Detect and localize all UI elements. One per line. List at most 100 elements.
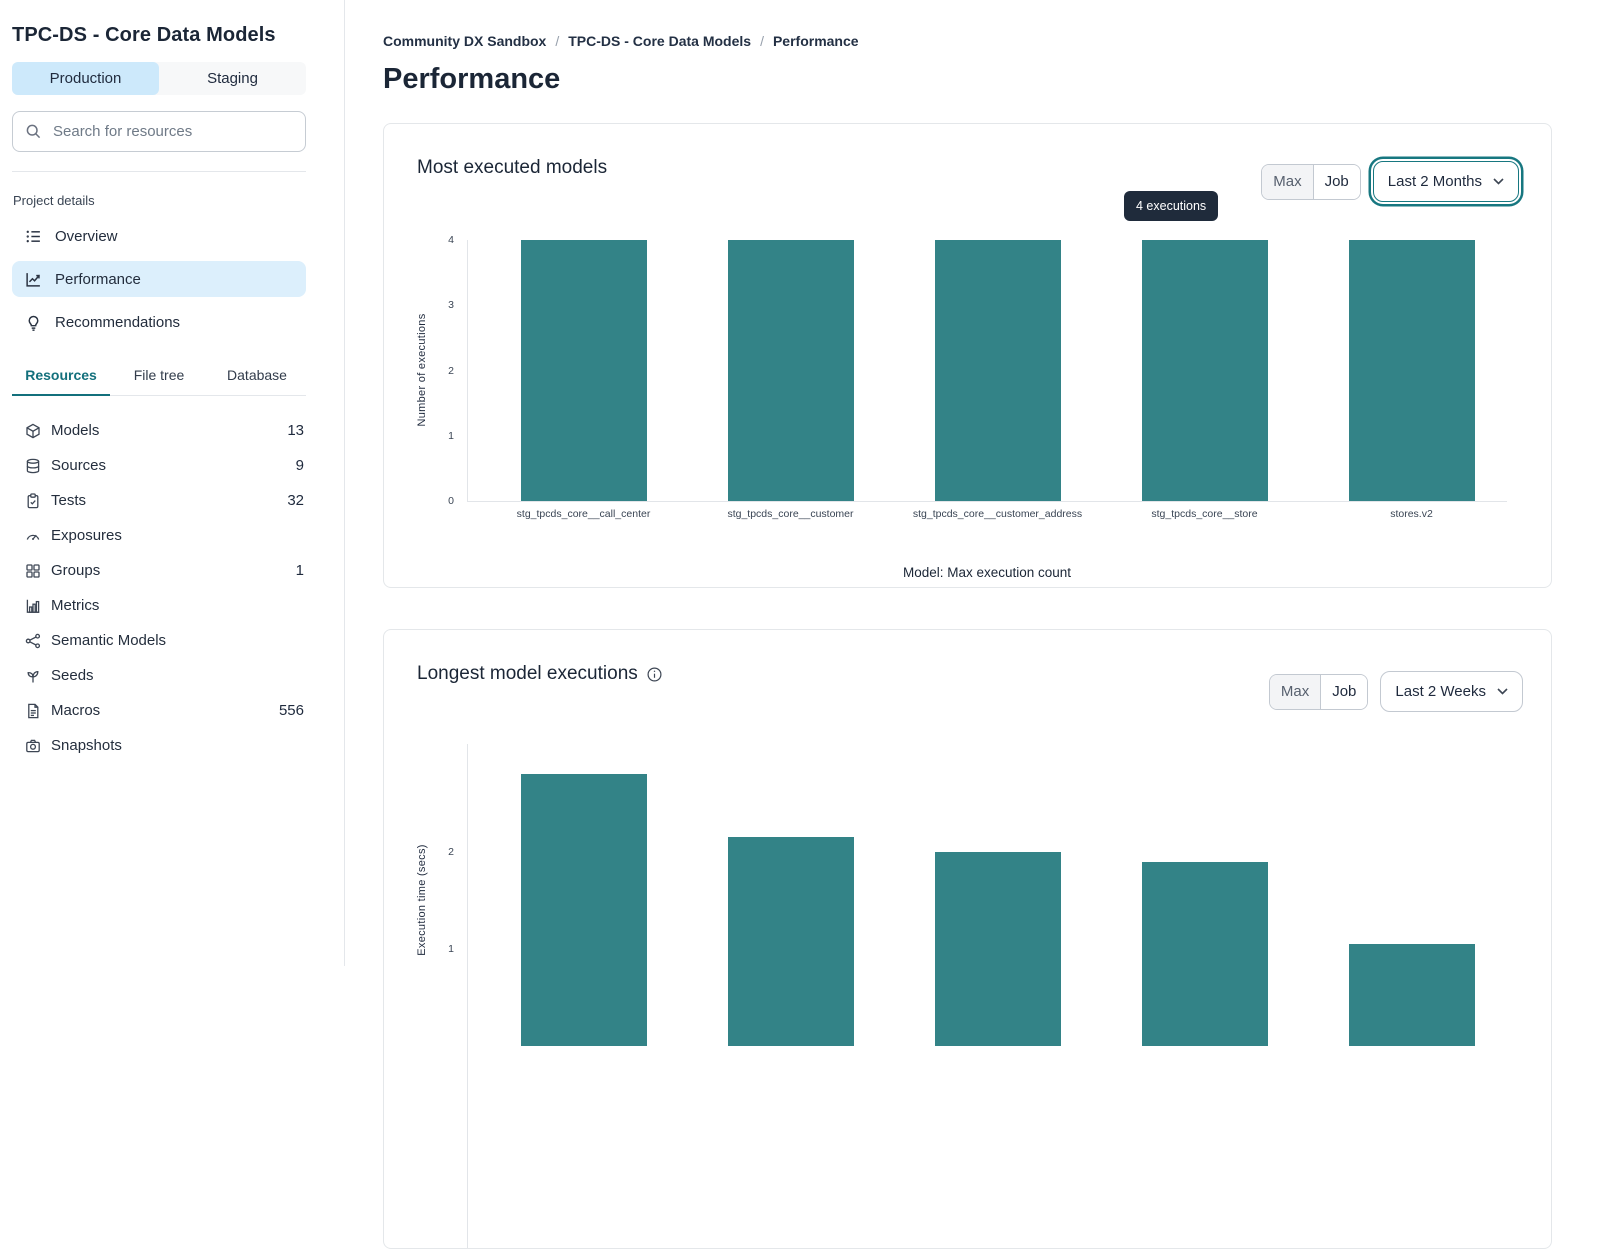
- sidebar-item-label: Recommendations: [55, 313, 181, 331]
- tab-file-tree[interactable]: File tree: [133, 367, 185, 383]
- y-tick-label: 0: [448, 495, 454, 507]
- file-text-icon: [25, 703, 41, 719]
- resource-label: Sources: [51, 457, 107, 474]
- bar[interactable]: [934, 852, 1061, 1046]
- environment-toggle: Production Staging: [12, 62, 306, 95]
- x-axis-line: [467, 501, 1507, 502]
- gauge-icon: [25, 528, 41, 544]
- resource-label: Models: [51, 422, 100, 439]
- y-tick-label: 2: [448, 846, 454, 858]
- sidebar-item-label: Performance: [55, 270, 141, 288]
- bar[interactable]: [1141, 240, 1268, 501]
- sidebar: TPC-DS - Core Data Models Production Sta…: [0, 0, 345, 966]
- bar[interactable]: [727, 837, 854, 1046]
- tab-database[interactable]: Database: [227, 367, 287, 383]
- max-button[interactable]: Max: [1269, 674, 1322, 709]
- longest-model-executions-card: Longest model executions Max Job Last 2 …: [383, 629, 1552, 1249]
- grid-icon: [25, 563, 41, 579]
- chart-controls: Max Job Last 2 Weeks: [1268, 671, 1523, 712]
- sidebar-item-label: Overview: [55, 227, 118, 245]
- aggregate-toggle: Max Job: [1261, 163, 1361, 200]
- env-staging-button[interactable]: Staging: [207, 70, 258, 87]
- search-input[interactable]: [51, 122, 293, 141]
- chart-line-icon: [25, 271, 42, 288]
- y-tick-label: 3: [448, 299, 454, 312]
- chevron-down-icon: [1493, 178, 1504, 185]
- resource-search[interactable]: [12, 111, 306, 152]
- bar[interactable]: [727, 240, 854, 501]
- y-axis-line: [467, 240, 468, 501]
- resource-row-seeds[interactable]: Seeds: [12, 658, 306, 693]
- job-button[interactable]: Job: [1313, 164, 1360, 199]
- y-axis-line: [467, 744, 468, 1248]
- resource-label: Macros: [51, 702, 101, 719]
- resource-row-tests[interactable]: Tests 32: [12, 483, 306, 518]
- resource-row-models[interactable]: Models 13: [12, 413, 306, 448]
- resource-label: Exposures: [51, 527, 122, 544]
- x-tick-label: stg_tpcds_core__customer: [727, 508, 854, 520]
- project-title: TPC-DS - Core Data Models: [12, 24, 276, 46]
- env-production-button[interactable]: Production: [12, 62, 159, 95]
- resource-count: 13: [287, 422, 304, 439]
- clipboard-check-icon: [25, 492, 41, 509]
- x-axis-title: Model: Max execution count: [902, 565, 1072, 580]
- breadcrumb-separator: /: [760, 33, 764, 49]
- bar[interactable]: [520, 774, 647, 1046]
- resource-label: Tests: [51, 492, 87, 509]
- sidebar-item-performance[interactable]: Performance: [12, 261, 306, 297]
- breadcrumb-project-link[interactable]: TPC-DS - Core Data Models: [568, 33, 752, 49]
- x-tick-label: stg_tpcds_core__customer_address: [912, 508, 1083, 520]
- bar-group: [480, 124, 1515, 501]
- sidebar-divider: [12, 171, 306, 172]
- resource-row-exposures[interactable]: Exposures: [12, 518, 306, 553]
- resource-row-snapshots[interactable]: Snapshots: [12, 728, 306, 763]
- job-button[interactable]: Job: [1321, 674, 1368, 709]
- chevron-down-icon: [1497, 688, 1508, 695]
- bar-chart-icon: [25, 598, 41, 614]
- resource-count: 9: [295, 457, 304, 474]
- breadcrumb-account-link[interactable]: Community DX Sandbox: [383, 33, 547, 49]
- x-tick-label: stg_tpcds_core__store: [1151, 508, 1258, 520]
- sidebar-item-recommendations[interactable]: Recommendations: [12, 304, 306, 340]
- resource-row-groups[interactable]: Groups 1: [12, 553, 306, 588]
- chart-tooltip: 4 executions: [1124, 191, 1219, 221]
- max-button[interactable]: Max: [1262, 164, 1314, 199]
- share-network-icon: [25, 633, 41, 649]
- chart-controls: Max Job Last 2 Months: [1261, 161, 1523, 202]
- bar-group: [480, 630, 1515, 1046]
- resource-row-sources[interactable]: Sources 9: [12, 448, 306, 483]
- y-tick-label: 4: [448, 234, 454, 246]
- cube-icon: [25, 423, 41, 439]
- breadcrumb-current: Performance: [772, 33, 859, 49]
- list-icon: [25, 228, 42, 245]
- resource-row-metrics[interactable]: Metrics: [12, 588, 306, 623]
- bar[interactable]: [1348, 944, 1475, 1046]
- resource-row-macros[interactable]: Macros 556: [12, 693, 306, 728]
- resource-label: Seeds: [51, 667, 94, 684]
- x-axis-labels: stg_tpcds_core__call_center stg_tpcds_cor…: [480, 508, 1515, 520]
- bar[interactable]: [1348, 240, 1475, 501]
- sidebar-tabs: Resources File tree Database: [12, 367, 306, 396]
- bar[interactable]: [1141, 861, 1268, 1046]
- sidebar-item-overview[interactable]: Overview: [12, 218, 306, 254]
- main-content: Community DX Sandbox / TPC-DS - Core Dat…: [345, 0, 1621, 1249]
- y-tick-label: 1: [448, 943, 454, 955]
- resource-label: Groups: [51, 562, 101, 579]
- aggregate-toggle: Max Job: [1268, 673, 1369, 710]
- card-title: Longest model executions: [417, 663, 662, 685]
- date-range-select[interactable]: Last 2 Weeks: [1380, 671, 1523, 712]
- tab-resources[interactable]: Resources: [12, 367, 110, 396]
- database-icon: [25, 458, 41, 474]
- date-range-select[interactable]: Last 2 Months: [1372, 161, 1519, 202]
- bar[interactable]: [520, 240, 647, 501]
- resource-label: Semantic Models: [51, 632, 167, 649]
- camera-icon: [25, 738, 41, 754]
- bar[interactable]: [934, 240, 1061, 501]
- x-tick-label: stores.v2: [1390, 508, 1433, 520]
- sprout-icon: [25, 668, 41, 684]
- info-icon[interactable]: [647, 666, 662, 682]
- resource-row-semantic-models[interactable]: Semantic Models: [12, 623, 306, 658]
